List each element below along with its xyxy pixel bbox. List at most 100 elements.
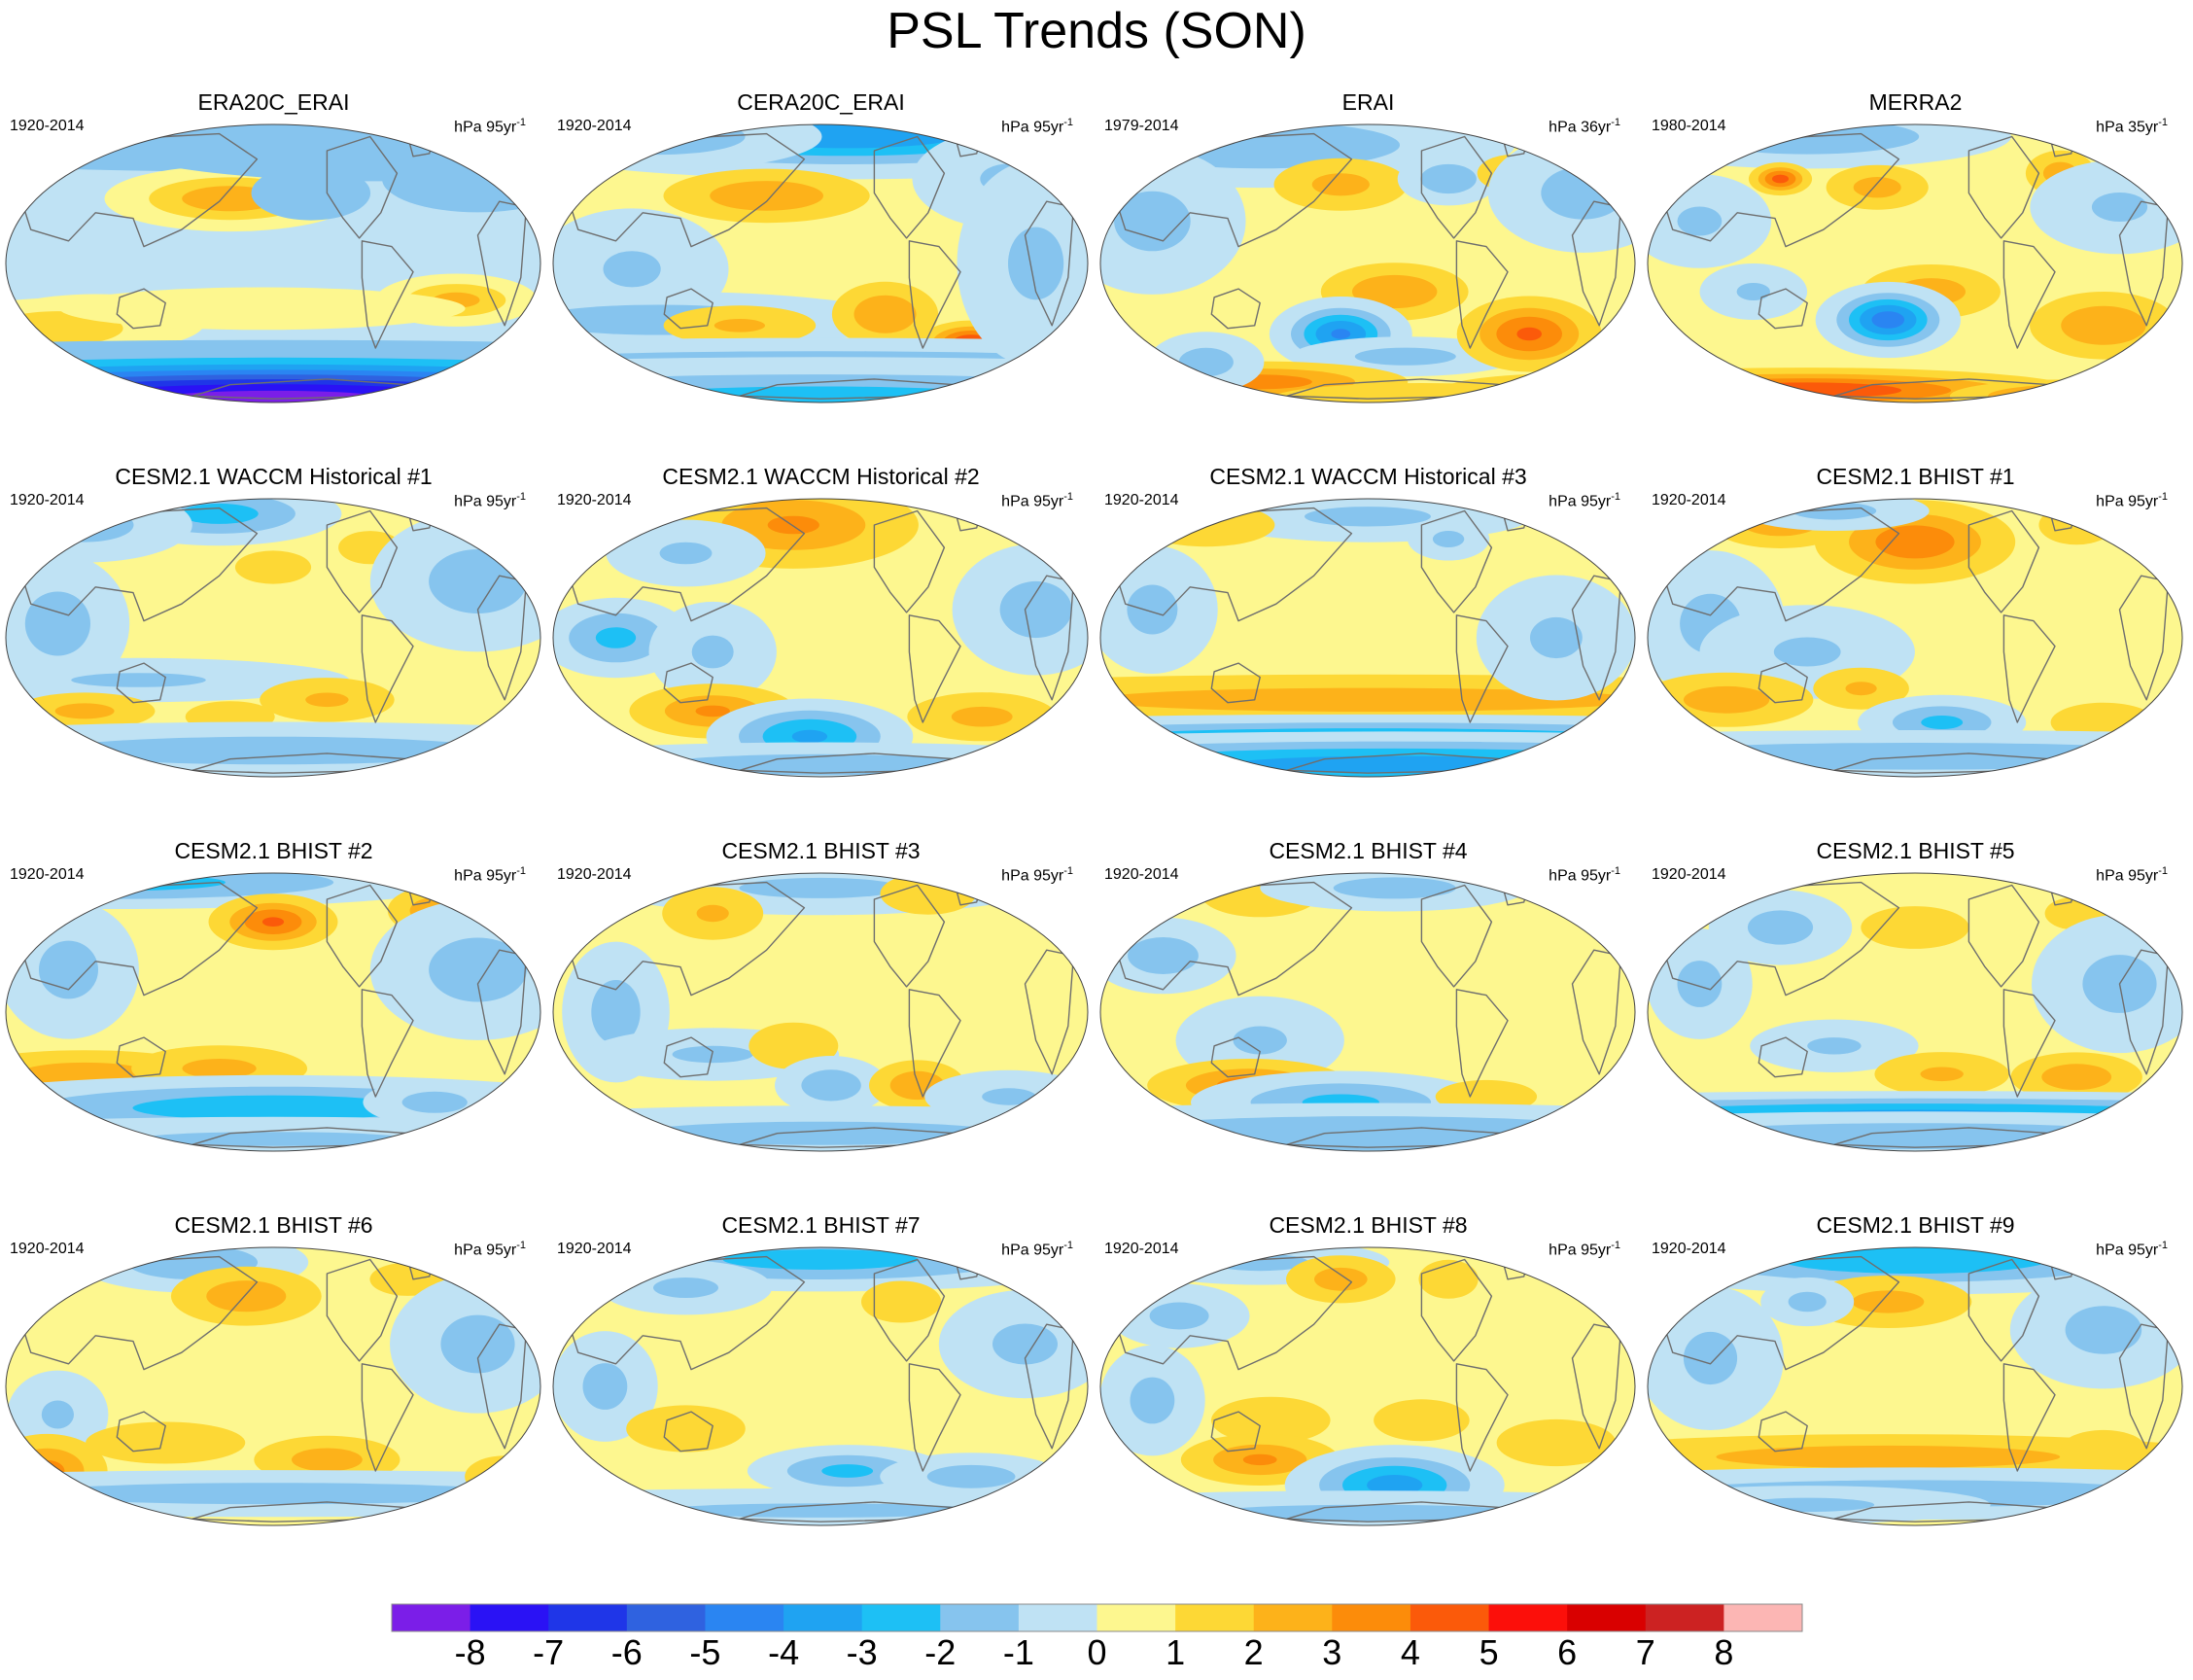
contour-fill	[1211, 1396, 1331, 1444]
colorbar-swatch	[783, 1604, 863, 1631]
colorbar-tick-label: -4	[768, 1632, 800, 1672]
trend-map	[5, 872, 541, 1152]
contour-fill	[429, 937, 527, 1002]
contour-fill	[1127, 584, 1178, 635]
contour-fill	[951, 706, 1013, 727]
colorbar-swatch	[1645, 1604, 1724, 1631]
contour-fill	[1233, 1026, 1287, 1055]
panel-units-exponent: -1	[1063, 117, 1073, 128]
contour-fill	[2061, 1429, 2146, 1467]
coastline	[908, 989, 961, 1098]
panel-units: hPa 95yr-1	[454, 861, 526, 886]
contour-fill	[27, 1483, 519, 1505]
contour-fill	[1780, 1247, 2050, 1274]
panel-units-text: hPa 95yr	[2096, 493, 2159, 510]
panel-units: hPa 95yr-1	[1001, 113, 1073, 137]
trend-map	[1099, 872, 1636, 1152]
panel-title: CESM2.1 BHIST #3	[721, 838, 921, 863]
coastline	[1967, 884, 2040, 988]
map-panel: ERA20C_ERAI 1920-2014 hPa 95yr-1	[0, 89, 547, 464]
map-frame	[1647, 872, 2183, 1152]
contour-fill	[182, 1059, 257, 1078]
coastline	[361, 1363, 414, 1472]
map-frame	[5, 498, 541, 778]
map-panel: CESM2.1 BHIST #4 1920-2014 hPa 95yr-1	[1095, 838, 1642, 1212]
trend-map	[552, 1246, 1089, 1526]
panel-units-exponent: -1	[2158, 491, 2168, 503]
contour-fill	[582, 1363, 628, 1410]
contour-fill	[1130, 1377, 1175, 1424]
contour-fill	[710, 181, 823, 211]
map-frame	[1099, 1246, 1636, 1526]
trend-map	[1647, 123, 2183, 403]
contour-fill	[71, 673, 206, 687]
map-panel: CESM2.1 WACCM Historical #3 1920-2014 hPa …	[1095, 464, 1642, 838]
contour-fill	[1516, 327, 1542, 341]
panel-units-exponent: -1	[516, 491, 526, 503]
panel-units: hPa 95yr-1	[1549, 1236, 1620, 1260]
panel-units-text: hPa 36yr	[1549, 119, 1612, 136]
coastline	[873, 1258, 946, 1362]
colorbar-swatch	[861, 1604, 941, 1631]
coastline	[1455, 989, 1509, 1098]
colorbar-tick-label: 3	[1322, 1632, 1342, 1672]
panel-units-exponent: -1	[1611, 117, 1620, 128]
panel-units: hPa 95yr-1	[1001, 861, 1073, 886]
panel-units-exponent: -1	[516, 117, 526, 128]
panel-units-exponent: -1	[1063, 1240, 1073, 1251]
panel-period: 1920-2014	[557, 866, 632, 883]
map-panel: MERRA2 1980-2014 hPa 35yr-1	[1642, 89, 2189, 464]
coastline	[116, 288, 166, 330]
panel-period: 1920-2014	[10, 118, 85, 134]
panel-units-text: hPa 95yr	[454, 1242, 517, 1259]
contour-fill	[595, 627, 637, 648]
map-panel: CESM2.1 BHIST #7 1920-2014 hPa 95yr-1	[547, 1212, 1095, 1587]
contour-fill	[1230, 755, 1560, 774]
panel-title: CESM2.1 BHIST #4	[1269, 838, 1468, 863]
colorbar-tick-label: 2	[1243, 1632, 1264, 1672]
contour-fill	[1100, 1116, 1635, 1151]
panel-units: hPa 95yr-1	[1001, 1236, 1073, 1260]
contour-fill	[739, 877, 902, 898]
map-frame	[5, 123, 541, 403]
contour-fill	[626, 1405, 746, 1452]
contour-fill	[35, 508, 134, 542]
coastline	[1455, 1363, 1509, 1472]
contour-fill	[1333, 877, 1456, 899]
contour-fill	[1374, 1399, 1470, 1442]
map-frame	[1099, 123, 1636, 403]
trend-map	[1099, 123, 1636, 403]
map-frame	[552, 123, 1089, 403]
trend-map	[1099, 1246, 1636, 1526]
map-panel: CESM2.1 BHIST #2 1920-2014 hPa 95yr-1	[0, 838, 547, 1212]
coastline	[326, 135, 399, 239]
colorbar-swatch	[940, 1604, 1020, 1631]
panel-units: hPa 35yr-1	[2096, 113, 2168, 137]
coastline	[908, 614, 961, 723]
contour-fill	[292, 1448, 363, 1472]
contour-fill	[1432, 531, 1465, 547]
contour-fill	[791, 729, 828, 744]
contour-fill	[440, 1314, 515, 1374]
panel-title: CESM2.1 BHIST #5	[1816, 838, 2015, 863]
panel-title: CESM2.1 BHIST #1	[1816, 464, 2015, 489]
coastline	[326, 509, 399, 613]
contour-fill	[695, 705, 730, 718]
contour-fill	[1852, 1290, 1925, 1313]
contour-fill	[591, 980, 641, 1044]
panel-units: hPa 95yr-1	[1549, 861, 1620, 886]
panel-period: 1920-2014	[1104, 1241, 1179, 1257]
panel-units-exponent: -1	[1611, 491, 1620, 503]
coastline	[873, 509, 946, 613]
contour-fill	[1496, 1418, 1617, 1467]
panel-title: CESM2.1 BHIST #6	[174, 1212, 373, 1238]
contour-fill	[1772, 174, 1789, 184]
colorbar-tick-label: -8	[454, 1632, 486, 1672]
contour-fill	[251, 165, 371, 221]
panel-units: hPa 95yr-1	[2096, 487, 2168, 511]
contour-fill	[2043, 391, 2110, 401]
coastline	[326, 1258, 399, 1362]
panel-units-text: hPa 95yr	[1001, 1242, 1064, 1259]
coastline	[2002, 240, 2056, 349]
contour-fill	[429, 549, 527, 613]
